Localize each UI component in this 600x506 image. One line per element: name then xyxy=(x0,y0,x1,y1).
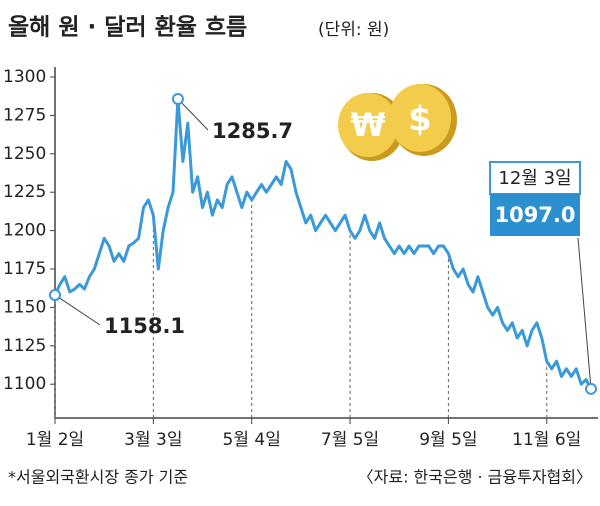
source: 〈자료: 한국은행 · 금융투자협회〉 xyxy=(358,468,592,487)
y-tick-label: 1200 xyxy=(3,221,46,241)
point-marker xyxy=(49,288,61,301)
y-tick-label: 1150 xyxy=(3,297,46,317)
x-tick-label: 3월 3일 xyxy=(124,430,182,450)
point-marker xyxy=(585,382,597,395)
coins: ₩ $ xyxy=(338,84,457,161)
value-box xyxy=(490,194,580,236)
x-tick-label: 11월 6일 xyxy=(512,430,581,450)
point-marker xyxy=(171,92,184,105)
data-line xyxy=(53,97,593,390)
svg-text:$: $ xyxy=(408,100,432,140)
value-label: 1285.7 xyxy=(212,119,293,143)
y-tick-label: 1250 xyxy=(3,144,46,164)
x-tick-label: 9월 5일 xyxy=(419,430,477,450)
y-tick-label: 1125 xyxy=(3,336,46,356)
value-label: 1158.1 xyxy=(104,314,185,338)
value-label: 1097.0 xyxy=(494,203,575,227)
y-tick-label: 1225 xyxy=(3,182,46,202)
x-tick-label: 1월 2일 xyxy=(26,430,84,450)
footnote: *서울외국환시장 종가 기준 xyxy=(8,468,188,487)
y-tick-label: 1175 xyxy=(3,259,46,279)
y-tick-label: 1275 xyxy=(3,105,46,125)
y-tick-label: 1100 xyxy=(3,374,46,394)
chart-subtitle: (단위: 원) xyxy=(318,20,389,40)
y-tick-label: 1300 xyxy=(3,67,46,87)
chart-title: 올해 원 · 달러 환율 흐름 xyxy=(8,15,247,41)
x-tick-label: 5월 4일 xyxy=(223,430,281,450)
date-box xyxy=(489,161,581,195)
leader xyxy=(577,237,592,389)
leader xyxy=(54,294,101,326)
date-label: 12월 3일 xyxy=(498,168,571,189)
x-tick-label: 7월 5일 xyxy=(321,430,379,450)
leader xyxy=(177,98,209,131)
svg-text:₩: ₩ xyxy=(350,106,385,144)
